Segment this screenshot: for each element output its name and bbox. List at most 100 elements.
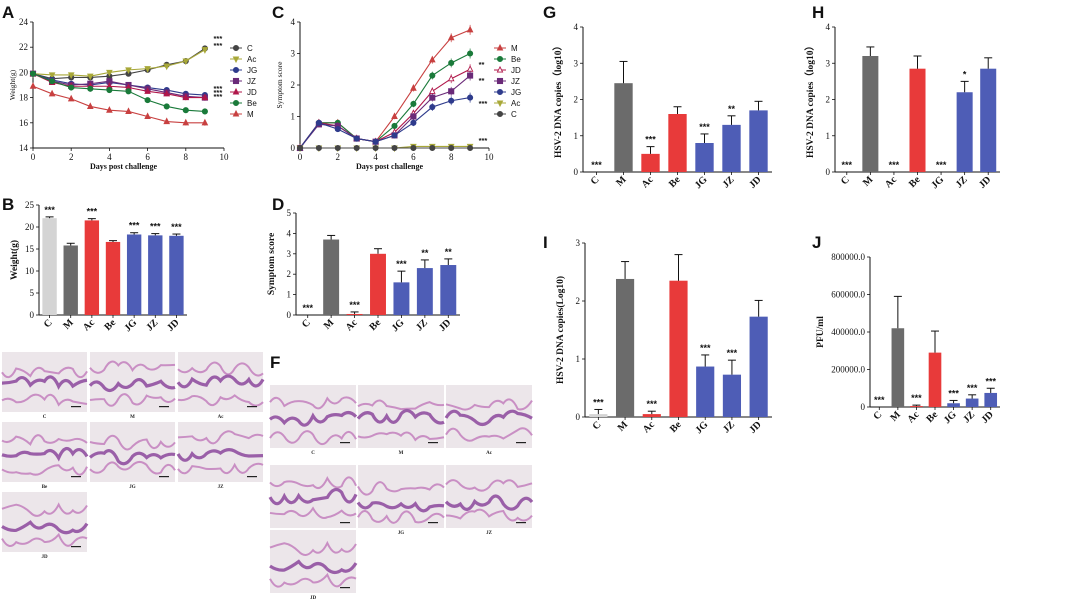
category-label: JD — [747, 419, 763, 435]
tissue-fold — [1, 434, 88, 446]
tile-caption: C — [43, 415, 47, 420]
data-point — [428, 87, 436, 94]
series-C: C — [296, 110, 517, 152]
data-point — [372, 144, 379, 152]
data-point — [410, 100, 417, 107]
y-tick-label: 14 — [19, 143, 29, 153]
y-axis-label: HSV-2 DNA copies(Log10) — [555, 276, 566, 384]
data-point — [163, 89, 171, 97]
panel-label: J — [812, 233, 821, 252]
bar — [909, 68, 926, 172]
category-label: JZ — [721, 419, 737, 435]
legend-marker — [496, 43, 504, 51]
data-point — [447, 74, 455, 82]
x-axis-label: Days post challenge — [90, 162, 158, 171]
bar-C: C *** — [872, 395, 886, 422]
data-point — [315, 119, 322, 126]
tile-background — [446, 385, 532, 448]
significance-label: *** — [302, 303, 313, 313]
tissue-fold — [1, 502, 88, 517]
category-label: JZ — [961, 409, 977, 425]
tile-caption: C — [311, 451, 315, 456]
significance-label: *** — [948, 388, 959, 398]
significance-label: *** — [985, 376, 996, 386]
y-tick-label: 1 — [826, 131, 831, 141]
legend-label: JG — [247, 66, 257, 75]
significance-label: *** — [647, 399, 658, 409]
y-tick-label: 2 — [291, 80, 296, 90]
scale-bar — [428, 442, 438, 444]
scale-bar — [71, 406, 81, 408]
category-label: M — [614, 174, 629, 189]
y-tick-label: 0 — [30, 310, 35, 320]
scale-bar — [71, 546, 81, 548]
bar — [669, 280, 688, 417]
data-point — [201, 47, 209, 54]
y-tick-label: 1 — [574, 131, 579, 141]
tile-caption: Ac — [486, 451, 493, 456]
significance-label: *** — [44, 205, 55, 215]
y-axis-label: HSV-2 DNA copies（log10） — [804, 41, 816, 158]
data-point — [144, 87, 151, 94]
bar-Ac: Ac *** — [344, 300, 363, 333]
y-tick-label: 600000.0 — [831, 290, 865, 300]
data-point — [144, 112, 151, 120]
bar — [641, 153, 660, 172]
scale-bar — [247, 476, 257, 478]
legend-marker — [232, 99, 240, 107]
bar — [148, 235, 163, 315]
series-line — [299, 53, 471, 149]
tissue-fold — [269, 572, 357, 588]
x-tick-label: 2 — [336, 152, 341, 162]
data-point — [429, 72, 436, 79]
tissue-fold — [445, 427, 533, 442]
tile-caption: Be — [42, 485, 48, 490]
significance-label: *** — [171, 222, 182, 232]
series-M: M — [29, 82, 254, 126]
bar-Ac: Ac *** — [640, 135, 660, 190]
scale-bar — [516, 522, 526, 524]
y-axis-label: Symptom score — [267, 233, 277, 295]
legend-marker — [232, 109, 240, 117]
tissue-fold — [269, 396, 357, 410]
category-label: JD — [747, 174, 763, 190]
legend-label: JD — [511, 66, 521, 75]
x-tick-label: 2 — [69, 152, 74, 162]
significance-label: *** — [842, 160, 853, 170]
bar — [910, 406, 923, 407]
legend-label: JZ — [511, 77, 520, 86]
data-point — [201, 118, 209, 126]
tissue-fold — [268, 411, 358, 427]
category-label: M — [322, 317, 337, 332]
scale-bar — [428, 522, 438, 524]
significance-label: *** — [936, 160, 947, 170]
category-label: C — [591, 419, 604, 432]
series-line — [299, 97, 471, 149]
category-label: JG — [694, 419, 711, 436]
tissue-fold — [1, 520, 89, 535]
significance-label: ** — [728, 104, 736, 114]
legend-label: Be — [247, 99, 257, 108]
tissue-fold — [89, 460, 176, 475]
tissue-fold — [269, 430, 357, 446]
category-label: Be — [924, 409, 940, 425]
series-line — [32, 73, 205, 96]
tissue-fold — [89, 434, 176, 451]
bar-JZ: JZ *** — [144, 222, 163, 333]
tissue-fold — [177, 462, 264, 475]
tissue-fold — [88, 378, 176, 393]
category-label: Ac — [81, 317, 97, 333]
y-axis-label: HSV-2 DNA copies（log10） — [552, 41, 564, 158]
x-axis-label: Days post challenge — [356, 162, 424, 171]
category-label: JZ — [721, 174, 737, 190]
significance-label: *** — [967, 383, 978, 393]
y-tick-label: 1 — [291, 112, 296, 122]
data-point — [182, 93, 190, 101]
data-point — [106, 106, 113, 113]
tissue-fold — [269, 540, 357, 556]
x-tick-label: 0 — [31, 152, 36, 162]
category-label: JZ — [414, 317, 430, 333]
category-label: Ac — [883, 174, 899, 190]
data-point — [125, 107, 132, 115]
